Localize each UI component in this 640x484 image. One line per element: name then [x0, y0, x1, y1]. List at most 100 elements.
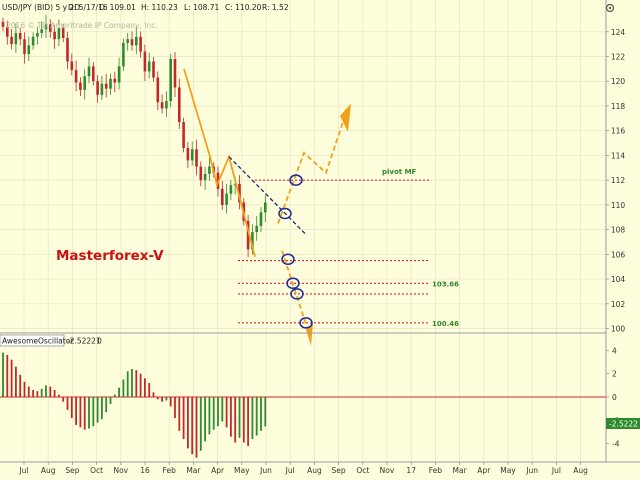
time-tick-label: Jun — [259, 466, 272, 475]
candle-body — [92, 66, 95, 82]
candle-body — [233, 183, 237, 186]
wave-zigzag-line — [183, 68, 256, 258]
candle-body — [229, 185, 233, 194]
candle-body — [113, 78, 117, 83]
oscillator-bar — [15, 366, 17, 397]
time-tick-label: Jul — [18, 466, 28, 475]
candle-body — [178, 87, 181, 123]
price-tick-label: 102 — [611, 300, 626, 309]
oscillator-bar — [58, 394, 60, 397]
price-tick-label: 110 — [611, 201, 626, 210]
oscillator-bar — [135, 370, 138, 397]
oscillator-bar — [19, 374, 22, 397]
oscillator-bar — [208, 397, 211, 435]
oscillator-bar — [70, 397, 73, 418]
header-date: D: 5/17/16 — [68, 3, 108, 12]
candle-body — [160, 102, 164, 109]
bearish-arrowhead-icon — [306, 323, 313, 346]
candle-body — [66, 37, 69, 62]
oscillator-bar — [191, 397, 194, 455]
oscillator-name: AwesomeOscillator — [2, 337, 74, 346]
candle-body — [96, 81, 99, 95]
oscillator-tick-label: 2 — [612, 370, 617, 379]
candle-body — [104, 83, 108, 89]
candle-body — [6, 26, 9, 37]
candle-body — [61, 28, 65, 38]
target-circle — [290, 288, 304, 300]
oscillator-bar — [178, 397, 181, 431]
oscillator-bar — [96, 397, 99, 423]
oscillator-bar — [122, 379, 125, 397]
candle-body — [203, 173, 207, 181]
oscillator-bar — [217, 397, 219, 427]
candle-body — [27, 45, 31, 55]
oscillator-tick-label: 4 — [612, 346, 617, 355]
bullish-projection-line — [277, 115, 346, 224]
candle-body — [264, 202, 267, 213]
oscillator-bar — [156, 397, 159, 400]
time-tick-label: May — [234, 466, 250, 475]
candle-body — [130, 39, 134, 46]
watermark-label: Masterforex-V — [56, 248, 164, 264]
time-tick-label: Aug — [41, 466, 56, 475]
oscillator-bar — [126, 371, 129, 397]
time-tick-label: 16 — [140, 466, 150, 475]
time-tick-label: Mar — [453, 466, 468, 475]
oscillator-badge: -2.5222 — [606, 418, 640, 429]
candle-body — [152, 61, 155, 78]
oscillator-legend: AwesomeOscillator -2.52221 0 — [0, 334, 102, 347]
oscillator-bar — [230, 397, 232, 437]
oscillator-bar — [23, 381, 26, 397]
oscillator-bar — [49, 386, 52, 397]
oscillator-bar — [264, 397, 267, 427]
candle-body — [10, 36, 13, 45]
candle-body — [23, 39, 26, 55]
oscillator-value: -2.52221 — [67, 337, 101, 346]
oscillator-bar — [212, 397, 215, 430]
oscillator-bar — [221, 397, 224, 422]
oscillator-bar — [144, 378, 146, 397]
price-tick-label: 104 — [611, 275, 626, 284]
oscillator-bar — [36, 391, 39, 397]
candle-body — [70, 61, 74, 71]
oscillator-tick-label: 0 — [612, 393, 617, 402]
header-open: O: 109.01 — [99, 3, 136, 12]
price-tick-label: 120 — [611, 77, 626, 86]
candle-body — [57, 28, 61, 40]
candle-body — [147, 61, 151, 72]
level-label: 100.46 — [432, 320, 459, 328]
oscillator-bar — [105, 397, 108, 413]
oscillator-bar — [182, 397, 185, 439]
level-label: 103.66 — [432, 280, 459, 288]
oscillator-bar — [6, 355, 9, 397]
candle-body — [186, 148, 190, 161]
time-tick-label: Sep — [332, 466, 346, 475]
candle-body — [1, 21, 5, 27]
price-tick-label: 116 — [611, 127, 626, 136]
time-tick-label: Jul — [285, 466, 295, 475]
candle-body — [14, 33, 18, 45]
oscillator-bar — [88, 397, 90, 429]
oscillator-bar — [79, 397, 82, 428]
time-tick-label: Aug — [307, 466, 322, 475]
time-tick-label: Nov — [380, 466, 395, 475]
oscillator-bar — [247, 397, 249, 446]
candle-body — [126, 39, 129, 43]
oscillator-bar — [2, 352, 4, 397]
candle-body — [225, 193, 228, 205]
candle-body — [79, 82, 82, 90]
header-low: L: 108.71 — [184, 3, 220, 12]
trend-line-dashed — [228, 156, 307, 236]
price-tick-label: 118 — [611, 102, 626, 111]
candle-body — [173, 58, 177, 88]
time-tick-label: Sep — [65, 466, 79, 475]
oscillator-bar — [225, 397, 228, 428]
oscillator-bar — [169, 397, 172, 407]
time-tick-label: Apr — [211, 466, 225, 475]
oscillator-bar — [165, 397, 168, 401]
time-tick-label: Feb — [429, 466, 443, 475]
candle-body — [117, 66, 121, 83]
oscillator-bar — [101, 397, 103, 420]
settings-icon[interactable] — [605, 3, 615, 13]
